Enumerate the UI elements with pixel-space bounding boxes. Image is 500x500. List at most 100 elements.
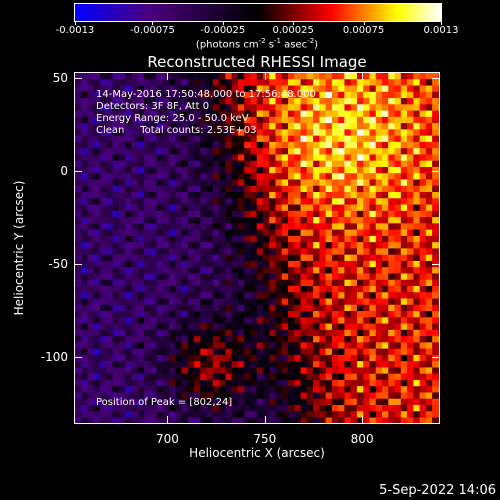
- heatmap-cell: [356, 210, 364, 218]
- heatmap-cell: [275, 185, 283, 193]
- heatmap-cell: [400, 223, 408, 231]
- heatmap-cell: [269, 336, 276, 343]
- heatmap-cell: [225, 129, 233, 137]
- heatmap-cell: [162, 329, 170, 337]
- heatmap-cell: [388, 104, 395, 111]
- heatmap-cell: [237, 392, 245, 400]
- heatmap-cell: [331, 154, 339, 162]
- heatmap-cell: [419, 342, 427, 350]
- heatmap-cell: [407, 192, 414, 199]
- heatmap-cell: [369, 285, 377, 293]
- heatmap-cell: [250, 173, 258, 180]
- heatmap-cell: [143, 91, 151, 99]
- heatmap-cell: [156, 242, 164, 249]
- heatmap-cell: [350, 129, 358, 137]
- heatmap-cell: [75, 311, 82, 318]
- heatmap-cell: [262, 223, 270, 231]
- heatmap-cell: [363, 192, 370, 199]
- heatmap-cell: [425, 260, 433, 268]
- heatmap-cell: [87, 379, 95, 387]
- heatmap-cell: [206, 273, 214, 281]
- heatmap-cell: [212, 79, 220, 86]
- heatmap-cell: [200, 273, 207, 281]
- heatmap-cell: [118, 235, 126, 243]
- heatmap-cell: [200, 254, 207, 262]
- heatmap-cell: [419, 311, 427, 318]
- heatmap-cell: [294, 229, 301, 237]
- heatmap-cell: [413, 254, 421, 262]
- heatmap-cell: [350, 104, 358, 111]
- heatmap-cell: [231, 354, 239, 362]
- heatmap-cell: [131, 79, 139, 86]
- heatmap-cell: [350, 292, 358, 299]
- heatmap-cell: [369, 160, 377, 168]
- heatmap-cell: [432, 254, 439, 262]
- heatmap-cell: [306, 417, 314, 423]
- heatmap-cell: [219, 329, 226, 337]
- heatmap-cell: [400, 85, 408, 93]
- heatmap-cell: [93, 342, 101, 350]
- heatmap-cell: [369, 304, 377, 312]
- heatmap-cell: [168, 210, 176, 218]
- heatmap-cell: [162, 192, 170, 199]
- heatmap-cell: [344, 79, 352, 86]
- heatmap-cell: [231, 317, 239, 324]
- heatmap-cell: [407, 248, 414, 256]
- heatmap-cell: [106, 248, 113, 256]
- heatmap-cell: [388, 379, 395, 387]
- heatmap-cell: [375, 292, 383, 299]
- heatmap-cell: [350, 79, 358, 86]
- heatmap-cell: [225, 329, 233, 337]
- heatmap-cell: [325, 116, 333, 124]
- colorbar-tick-label: 0.0013: [423, 25, 459, 36]
- heatmap-cell: [275, 254, 283, 262]
- heatmap-cell: [344, 235, 352, 243]
- heatmap-cell: [175, 229, 182, 237]
- heatmap-cell: [288, 223, 295, 231]
- heatmap-cell: [219, 242, 226, 249]
- heatmap-cell: [194, 348, 201, 356]
- heatmap-cell: [288, 185, 295, 193]
- heatmap-cell: [125, 135, 132, 143]
- heatmap-cell: [369, 405, 377, 412]
- heatmap-cell: [438, 204, 439, 212]
- heatmap-cell: [288, 229, 295, 237]
- heatmap-cell: [237, 104, 245, 111]
- heatmap-cell: [388, 367, 395, 375]
- heatmap-cell: [194, 417, 201, 423]
- heatmap-cell: [363, 317, 370, 324]
- heatmap-cell: [344, 166, 352, 174]
- heatmap-cell: [212, 354, 220, 362]
- heatmap-cell: [388, 173, 395, 180]
- heatmap-cell: [131, 173, 139, 180]
- heatmap-cell: [300, 248, 308, 256]
- heatmap-cell: [338, 91, 345, 99]
- heatmap-cell: [356, 361, 364, 368]
- heatmap-cell: [294, 104, 301, 111]
- heatmap-cell: [319, 267, 327, 274]
- heatmap-cell: [306, 267, 314, 274]
- heatmap-cell: [212, 361, 220, 368]
- heatmap-cell: [281, 392, 289, 400]
- heatmap-cell: [338, 354, 345, 362]
- heatmap-cell: [206, 398, 214, 406]
- heatmap-cell: [244, 348, 251, 356]
- heatmap-cell: [231, 235, 239, 243]
- heatmap-cell: [181, 154, 189, 162]
- heatmap-cell: [75, 386, 82, 393]
- heatmap-cell: [200, 405, 207, 412]
- heatmap-cell: [313, 323, 320, 331]
- heatmap-cell: [313, 129, 320, 137]
- heatmap-cell: [306, 367, 314, 375]
- heatmap-cell: [125, 110, 132, 118]
- heatmap-cell: [407, 304, 414, 312]
- heatmap-cell: [407, 254, 414, 262]
- heatmap-cell: [313, 292, 320, 299]
- heatmap-cell: [162, 411, 170, 418]
- heatmap-cell: [187, 323, 195, 331]
- y-tick: [432, 77, 440, 79]
- heatmap-cell: [438, 154, 439, 162]
- heatmap-cell: [262, 323, 270, 331]
- heatmap-cell: [206, 267, 214, 274]
- heatmap-cell: [281, 210, 289, 218]
